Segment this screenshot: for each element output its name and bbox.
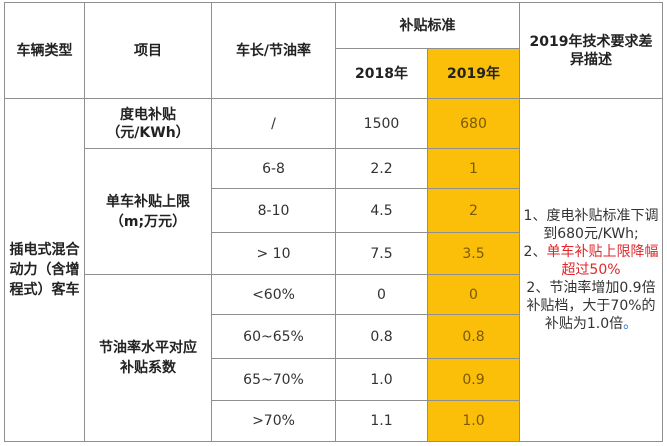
desc-line-2-highlight: 单车补贴上限降幅超过50% bbox=[546, 244, 659, 278]
value-2018-cell: 0 bbox=[335, 274, 428, 315]
spec-cell: > 10 bbox=[211, 232, 336, 275]
value-2019-cell: 0 bbox=[427, 274, 520, 315]
value-2018-cell: 4.5 bbox=[335, 188, 428, 233]
value-2018-cell: 2.2 bbox=[335, 148, 428, 189]
spec-cell: 6-8 bbox=[211, 148, 336, 189]
value-2018-cell: 7.5 bbox=[335, 232, 428, 275]
value-2018-cell: 1500 bbox=[335, 98, 428, 149]
table-row: 65~70% 1.0 0.9 bbox=[5, 358, 663, 401]
header-length-fuel: 车长/节油率 bbox=[211, 2, 336, 99]
header-2018: 2018年 bbox=[335, 48, 428, 99]
table-row: 单车补贴上限（m;万元） 6-8 2.2 1 bbox=[5, 148, 663, 275]
table-row: >70% 1.1 1.0 bbox=[5, 400, 663, 442]
subsidy-table: 车辆类型 项目 车长/节油率 补贴标准 2019年技术要求差异描述 2018年 … bbox=[4, 2, 663, 442]
vehicle-type-cell: 插电式混合动力（含增程式）客车 bbox=[4, 98, 85, 442]
header-vehicle-type: 车辆类型 bbox=[4, 2, 85, 99]
table-row: > 10 7.5 3.5 bbox=[5, 232, 663, 275]
desc-line-3: 2、节油率增加0.9倍补贴档，大于70%的补贴为1.0倍 bbox=[526, 280, 656, 332]
table-row: 插电式混合动力（含增程式）客车 度电补贴（元/KWh） / 1500 680 1… bbox=[4, 98, 663, 442]
desc-line-1: 1、度电补贴标准下调到680元/KWh; bbox=[523, 208, 659, 242]
value-2018-cell: 0.8 bbox=[335, 314, 428, 359]
table-row: 60~65% 0.8 0.8 bbox=[5, 314, 663, 359]
spec-cell: <60% bbox=[211, 274, 336, 315]
value-2018-cell: 1.1 bbox=[335, 400, 428, 442]
item-cap: 单车补贴上限（m;万元） bbox=[84, 148, 212, 275]
spec-cell: 8-10 bbox=[211, 188, 336, 233]
value-2019-cell: 1.0 bbox=[427, 400, 520, 442]
spec-cell: / bbox=[211, 98, 336, 149]
value-2019-cell: 1 bbox=[427, 148, 520, 189]
value-2019-cell: 3.5 bbox=[427, 232, 520, 275]
item-per-kwh: 度电补贴（元/KWh） bbox=[84, 98, 212, 149]
spec-cell: 60~65% bbox=[211, 314, 336, 359]
spec-cell: >70% bbox=[211, 400, 336, 442]
item-coef: 节油率水平对应补贴系数 bbox=[84, 274, 212, 442]
diff-description: 1、度电补贴标准下调到680元/KWh; 2、单车补贴上限降幅超过50% 2、节… bbox=[519, 98, 663, 442]
value-2019-cell: 2 bbox=[427, 188, 520, 233]
header-diff-desc: 2019年技术要求差异描述 bbox=[519, 2, 663, 99]
desc-line-2-prefix: 2、 bbox=[523, 244, 547, 260]
value-2019-cell: 0.9 bbox=[427, 358, 520, 401]
header-subsidy-standard: 补贴标准 bbox=[335, 2, 520, 49]
desc-line-3-end: 。 bbox=[623, 316, 638, 332]
header-item: 项目 bbox=[84, 2, 212, 99]
table-row: 节油率水平对应补贴系数 <60% 0 0 bbox=[5, 274, 663, 442]
value-2019-cell: 680 bbox=[427, 98, 520, 149]
value-2018-cell: 1.0 bbox=[335, 358, 428, 401]
spec-cell: 65~70% bbox=[211, 358, 336, 401]
table-row: 8-10 4.5 2 bbox=[5, 188, 663, 233]
header-2019: 2019年 bbox=[427, 48, 520, 99]
value-2019-cell: 0.8 bbox=[427, 314, 520, 359]
